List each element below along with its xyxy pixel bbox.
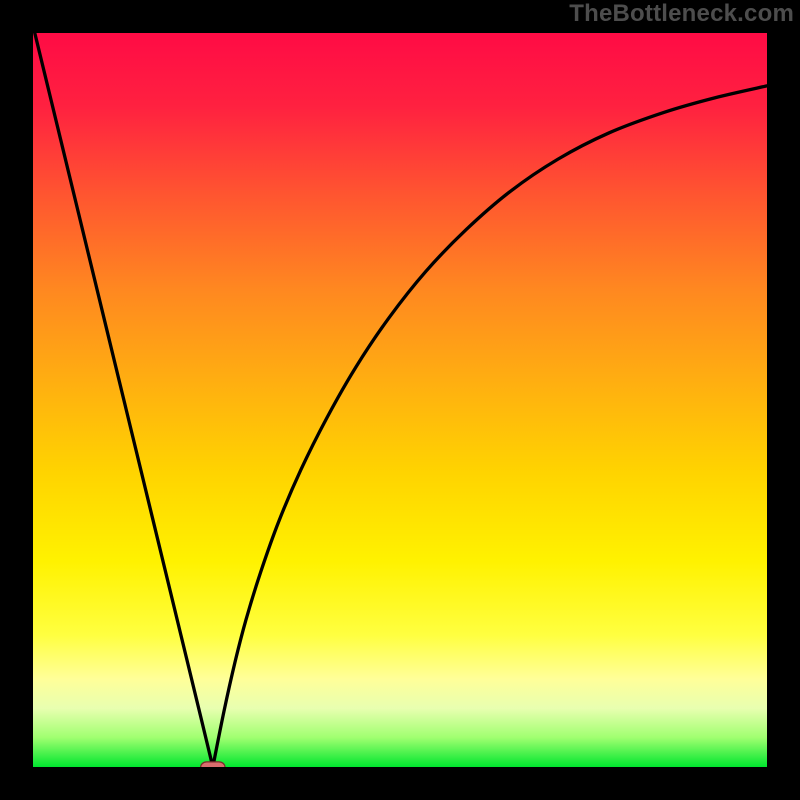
bottleneck-curve — [33, 33, 767, 767]
minimum-marker — [201, 762, 225, 767]
curve-svg — [33, 33, 767, 767]
chart-stage: TheBottleneck.com — [0, 0, 800, 800]
watermark-text: TheBottleneck.com — [569, 0, 794, 28]
gradient-background — [33, 33, 767, 767]
chart-frame — [30, 30, 770, 770]
plot-area — [33, 33, 767, 767]
